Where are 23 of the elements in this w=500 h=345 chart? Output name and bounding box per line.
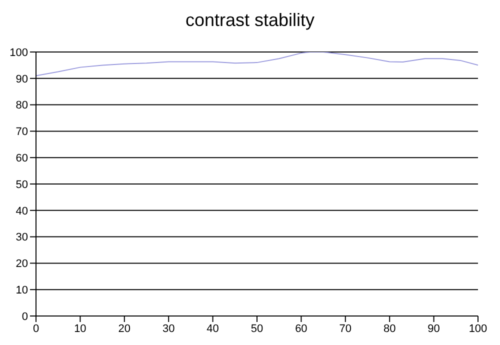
y-tick-label: 70 (16, 126, 28, 138)
y-tick-label: 40 (16, 205, 28, 218)
y-tick-label: 30 (16, 232, 28, 244)
y-tick-label: 80 (16, 100, 28, 112)
chart-title: contrast stability (184, 9, 316, 32)
x-tick-label: 60 (295, 322, 308, 335)
y-tick-label: 60 (16, 152, 28, 165)
x-tick-label: 0 (32, 322, 40, 335)
y-tick-label: 20 (16, 258, 28, 270)
x-tick-label: 50 (250, 322, 264, 335)
y-tick-label: 10 (16, 284, 28, 297)
x-tick-label: 40 (206, 322, 219, 335)
x-tick-label: 30 (162, 322, 175, 335)
y-tick-label: 100 (10, 46, 28, 59)
y-tick-label: 90 (16, 73, 28, 86)
x-tick-label: 100 (468, 322, 488, 335)
x-tick-label: 20 (118, 322, 131, 335)
y-tick-label: 50 (16, 178, 28, 191)
x-tick-label: 10 (74, 322, 86, 335)
x-tick-label: 90 (428, 322, 440, 335)
y-tick-label: 0 (22, 310, 28, 323)
x-tick-label: 80 (383, 322, 396, 335)
x-tick-label: 70 (339, 322, 352, 335)
